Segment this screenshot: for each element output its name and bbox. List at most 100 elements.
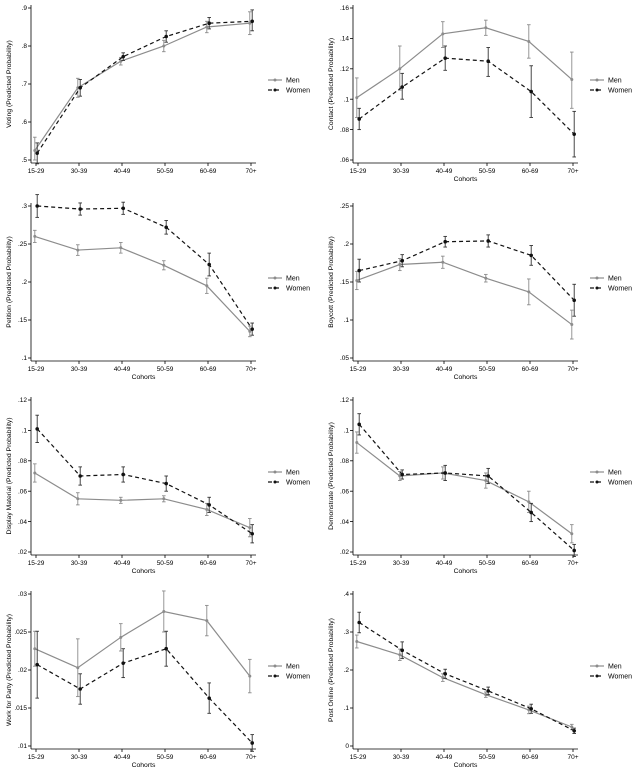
legend-label-women: Women <box>286 673 310 680</box>
x-tick-label: 15-29 <box>28 168 45 175</box>
x-tick-label: 70+ <box>567 366 578 373</box>
y-tick-label: .15 <box>340 279 349 286</box>
series-line-women <box>36 428 253 535</box>
data-point-women <box>443 471 447 475</box>
x-tick-label: 70+ <box>245 560 256 567</box>
y-tick-label: .12 <box>18 397 27 404</box>
y-axis-title: Work for Party (Predicted Probability) <box>6 614 13 726</box>
data-point-women <box>207 503 211 507</box>
y-axis-title: Post Online (Predicted Probability) <box>328 618 335 722</box>
x-tick-label: 15-29 <box>350 754 367 761</box>
data-point-men <box>570 323 574 327</box>
legend-marker-men <box>273 78 277 82</box>
y-tick-label: .16 <box>340 5 349 12</box>
series-line-women <box>358 423 575 551</box>
x-tick-label: 40-49 <box>436 754 453 761</box>
y-tick-label: .03 <box>18 591 27 598</box>
data-point-women <box>357 268 361 273</box>
x-tick-label: 15-29 <box>350 168 367 175</box>
data-point-women <box>250 327 254 331</box>
data-point-men <box>205 507 209 511</box>
data-point-women <box>486 689 490 693</box>
data-point-women <box>78 86 82 90</box>
y-tick-label: .08 <box>340 458 349 465</box>
y-tick-label: .9 <box>22 5 28 12</box>
legend-label-women: Women <box>608 673 632 680</box>
y-tick-label: .08 <box>340 127 349 134</box>
data-point-men <box>162 44 166 48</box>
y-tick-label: .06 <box>18 488 27 495</box>
legend-label-women: Women <box>286 87 310 94</box>
legend-marker-women <box>273 674 277 678</box>
y-tick-label: .4 <box>344 591 350 598</box>
chart-post-online: 0 .1 .2 .3 .4 15-29 30-39 40-49 50-59 60-69 70+ Pos… <box>328 591 632 769</box>
series-line-women <box>37 205 253 330</box>
x-tick-label: 50-59 <box>157 754 174 761</box>
data-point-men <box>484 479 488 483</box>
data-point-women <box>35 151 39 155</box>
y-tick-label: .7 <box>22 81 28 88</box>
data-point-men <box>205 619 209 623</box>
data-point-women <box>529 253 533 258</box>
data-point-men <box>76 666 80 670</box>
series-line-men <box>356 261 573 326</box>
y-tick-label: .02 <box>340 549 349 556</box>
x-tick-label: 40-49 <box>114 168 131 175</box>
legend-marker-men <box>595 664 599 668</box>
y-tick-label: .25 <box>340 203 349 210</box>
data-point-women <box>400 85 404 89</box>
data-point-men <box>33 647 37 651</box>
x-tick-label: 70+ <box>567 168 578 175</box>
data-point-men <box>484 693 488 697</box>
series-line-men <box>34 610 251 677</box>
x-tick-label: 30-39 <box>393 560 410 567</box>
data-point-women <box>207 696 211 700</box>
data-point-women <box>250 531 254 536</box>
data-point-women <box>572 132 576 136</box>
y-tick-label: .12 <box>340 66 349 73</box>
legend-label-men: Men <box>286 469 300 476</box>
data-point-women <box>121 661 125 665</box>
data-point-men <box>33 234 37 238</box>
data-point-women <box>572 729 576 733</box>
x-tick-label: 70+ <box>567 560 578 567</box>
data-point-men <box>76 248 80 252</box>
y-tick-label: .1 <box>344 705 350 712</box>
x-axis-title: Cohorts <box>454 374 478 381</box>
x-tick-label: 30-39 <box>393 754 410 761</box>
x-tick-label: 40-49 <box>114 754 131 761</box>
data-point-women <box>164 34 168 39</box>
data-point-men <box>527 39 531 43</box>
data-point-men <box>355 278 359 282</box>
data-point-men <box>527 290 531 294</box>
data-point-women <box>486 59 490 63</box>
y-tick-label: .2 <box>22 279 28 286</box>
x-tick-label: 70+ <box>245 168 256 175</box>
data-point-women <box>572 548 576 553</box>
data-point-men <box>441 32 445 36</box>
legend-label-men: Men <box>286 275 300 282</box>
x-tick-label: 50-59 <box>479 560 496 567</box>
x-tick-label: 70+ <box>245 366 256 373</box>
y-tick-label: .5 <box>22 157 28 164</box>
y-tick-label: .06 <box>340 157 349 164</box>
x-tick-label: 40-49 <box>114 560 131 567</box>
y-tick-label: .06 <box>340 488 349 495</box>
series-line-men <box>34 472 251 529</box>
legend-marker-men <box>273 276 277 280</box>
series-line-men <box>356 442 573 535</box>
data-point-women <box>164 225 168 230</box>
x-tick-label: 60-69 <box>522 366 539 373</box>
y-tick-label: .1 <box>344 428 350 435</box>
data-point-women <box>443 56 447 60</box>
data-point-women <box>443 239 447 244</box>
x-tick-label: 60-69 <box>522 754 539 761</box>
data-point-men <box>33 149 37 152</box>
data-point-women <box>35 427 39 431</box>
chart-work-for-party: .01 .015 .02 .025 .03 15-29 30-39 40-49 50-59 60-… <box>6 590 310 769</box>
legend-marker-women <box>273 286 277 290</box>
data-point-men <box>570 532 574 536</box>
data-point-men <box>248 526 252 530</box>
series-line-women <box>358 57 575 135</box>
data-point-men <box>398 263 402 267</box>
